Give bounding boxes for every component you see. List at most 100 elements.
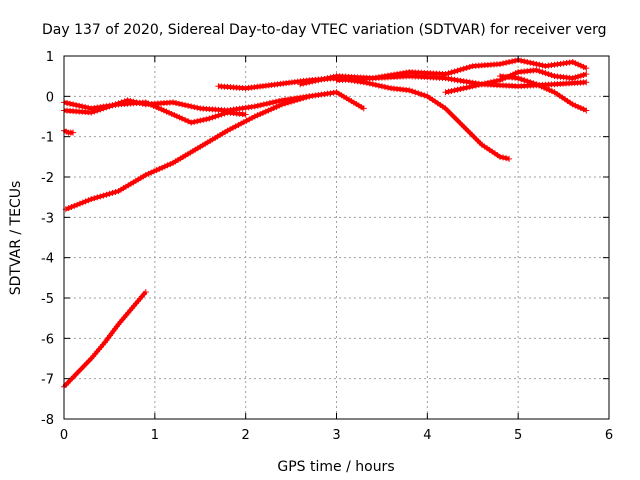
data-point [263, 100, 270, 107]
y-tick-label: -2 [41, 171, 54, 186]
data-point [445, 70, 452, 77]
data-point [300, 80, 307, 87]
data-point [191, 104, 198, 111]
data-point [327, 74, 334, 81]
data-point [109, 102, 116, 109]
grid-lines [64, 56, 609, 419]
data-point [384, 84, 391, 91]
data-point [583, 107, 590, 114]
data-point [100, 105, 107, 112]
data-point [106, 190, 113, 197]
data-point [375, 82, 382, 89]
data-point [70, 101, 77, 108]
series-track-rising [62, 89, 367, 213]
series-line [218, 76, 510, 161]
data-point [94, 194, 101, 201]
data-point [259, 109, 266, 116]
data-point [191, 118, 198, 125]
data-point [136, 100, 143, 107]
data-point [265, 107, 272, 114]
data-point [121, 98, 128, 105]
data-point [451, 87, 458, 94]
data-point [142, 288, 149, 295]
data-point [229, 124, 236, 131]
data-point [91, 108, 98, 115]
data-point [185, 118, 192, 125]
series-track-tail [333, 73, 590, 90]
x-tick-label: 3 [332, 428, 340, 443]
data-point [583, 65, 590, 72]
data-point [460, 65, 467, 72]
data-point [173, 100, 180, 107]
data-point [100, 192, 107, 199]
data-point [524, 59, 531, 66]
data-point [238, 120, 245, 127]
data-point [533, 61, 540, 68]
data-point [539, 62, 546, 69]
data-point [497, 61, 503, 68]
data-point [303, 79, 310, 86]
x-tick-label: 6 [605, 428, 613, 443]
data-point [548, 72, 555, 79]
data-point [506, 59, 513, 66]
x-axis-title: GPS time / hours [277, 459, 394, 475]
data-point [179, 115, 186, 122]
data-point [466, 63, 473, 70]
data-point [548, 88, 555, 95]
data-point [166, 109, 173, 116]
data-point [153, 167, 160, 174]
data-point [188, 103, 195, 110]
data-point [309, 78, 316, 85]
data-point [381, 83, 388, 90]
data-point [112, 101, 119, 108]
data-point [145, 170, 152, 177]
data-point [65, 205, 72, 212]
data-point [297, 81, 304, 88]
data-point [577, 105, 584, 112]
data-point [372, 81, 379, 88]
data-point [515, 75, 522, 82]
data-point [260, 101, 267, 108]
data-point [167, 161, 174, 168]
data-point [76, 200, 83, 207]
data-point [79, 199, 86, 206]
y-tick-label: 0 [46, 90, 54, 105]
data-point [150, 168, 157, 175]
data-point [312, 77, 319, 84]
data-point [577, 72, 584, 79]
data-point [130, 98, 137, 105]
data-point [457, 66, 464, 73]
data-point [583, 71, 590, 78]
y-tick-label: -3 [41, 211, 54, 226]
data-point [448, 87, 455, 94]
data-point [536, 61, 543, 68]
data-point [203, 116, 210, 123]
data-point [197, 117, 204, 124]
data-point [412, 89, 419, 96]
data-point [182, 116, 189, 123]
data-point [575, 61, 582, 68]
data-point [469, 79, 476, 86]
data-point [273, 103, 280, 110]
data-point [366, 80, 373, 87]
data-point [545, 71, 552, 78]
data-point [268, 106, 275, 113]
series-track-blip [61, 127, 77, 136]
data-point [232, 123, 239, 130]
chart-title: Day 137 of 2020, Sidereal Day-to-day VTE… [42, 22, 607, 38]
data-point [457, 85, 464, 92]
data-point [160, 107, 167, 114]
data-point [306, 93, 313, 100]
data-point [67, 100, 74, 107]
data-point [454, 77, 461, 84]
data-point [378, 83, 385, 90]
x-tick-label: 2 [242, 428, 250, 443]
data-point [451, 76, 458, 83]
data-point [583, 79, 590, 86]
data-point [251, 103, 258, 110]
data-point [539, 69, 546, 76]
data-point [500, 60, 507, 67]
data-point [518, 76, 525, 83]
data-point [109, 189, 116, 196]
y-axis-title: SDTVAR / TECUs [8, 181, 24, 296]
